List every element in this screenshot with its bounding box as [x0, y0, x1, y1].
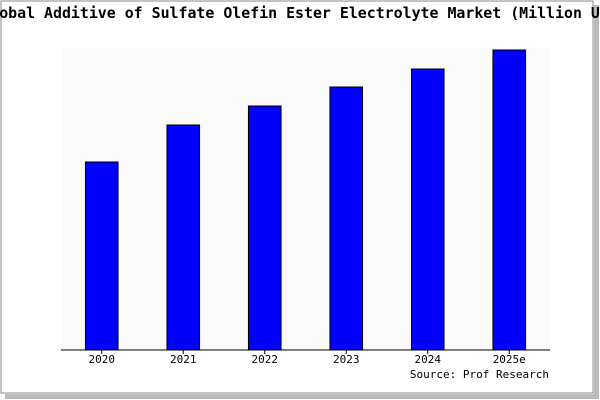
source: Source: Prof Research: [410, 368, 549, 381]
x-tick-label: 2023: [333, 353, 360, 366]
frame-shadow: [5, 394, 599, 399]
chart-title: Global Additive of Sulfate Olefin Ester …: [0, 4, 600, 22]
x-tick-label: 2022: [252, 353, 279, 366]
x-tick-label: 2020: [89, 353, 116, 366]
plot-area: [61, 48, 550, 350]
frame-shadow: [594, 5, 599, 398]
bar: [410, 68, 445, 351]
bar: [247, 105, 282, 351]
x-tick-label: 2021: [170, 353, 197, 366]
bar: [492, 49, 527, 351]
bar: [84, 161, 119, 351]
bar: [329, 86, 364, 351]
bar: [166, 124, 201, 351]
x-tick-label: 2025e: [493, 353, 526, 366]
x-tick-label: 2024: [415, 353, 442, 366]
